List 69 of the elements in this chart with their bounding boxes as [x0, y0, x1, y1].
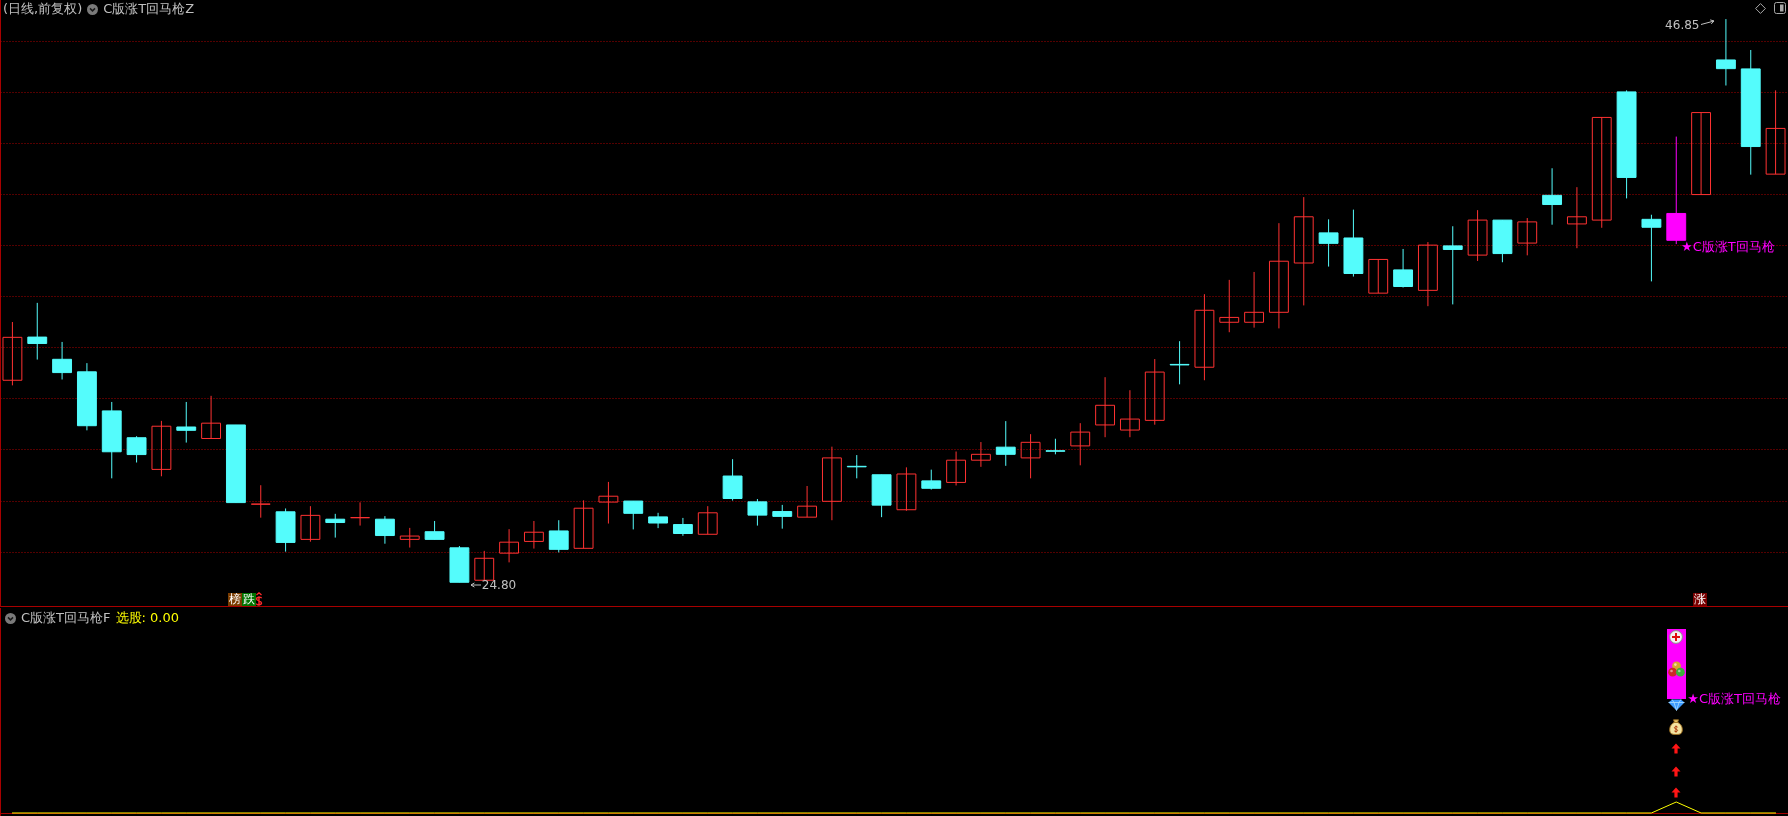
candlestick [548, 519, 569, 553]
text: 涨 [1693, 592, 1707, 606]
candlestick [797, 485, 818, 518]
candlestick [821, 446, 842, 521]
candlestick [747, 498, 768, 527]
candlestick [623, 500, 644, 530]
candlestick [1417, 241, 1438, 307]
candlestick [1169, 340, 1190, 385]
annotation: 46.85 [1665, 18, 1700, 33]
candlestick [1715, 18, 1736, 86]
candlestick [1566, 186, 1587, 249]
chart-subtitle: 选股: 0.00 [115, 610, 179, 626]
candlestick [573, 499, 594, 549]
candlestick [523, 520, 544, 550]
annotation: ★C版涨T回马枪 [1681, 238, 1775, 254]
candlestick [350, 501, 371, 527]
candlestick [474, 550, 495, 582]
candlestick [648, 512, 669, 529]
annotation: 24.80 [481, 578, 517, 593]
candlestick [374, 515, 395, 545]
candlestick [946, 451, 967, 486]
text: 榜 [228, 592, 242, 606]
candlestick [921, 469, 942, 491]
candlestick [1318, 218, 1339, 268]
candlestick [424, 520, 445, 540]
candlestick [1020, 433, 1041, 479]
candlestick [1293, 196, 1314, 306]
candlestick [176, 401, 197, 444]
text: 跌 [242, 592, 256, 606]
candlestick [399, 527, 420, 549]
candlestick [300, 505, 321, 543]
candlestick [52, 341, 73, 380]
candlestick [2, 321, 23, 386]
candlestick [1119, 389, 1140, 438]
candlestick [1691, 112, 1712, 196]
candlestick [1368, 258, 1389, 294]
text: ★C版涨T回马枪 [1687, 690, 1781, 706]
candlestick [1219, 279, 1240, 333]
candlestick [1070, 422, 1091, 466]
chart-title: C版涨T回马枪F [21, 610, 111, 626]
candlestick [27, 302, 48, 361]
candlestick [1095, 376, 1116, 438]
candlestick [598, 481, 619, 525]
candlestick [1467, 209, 1488, 262]
candlestick [499, 528, 520, 563]
candlestick [1542, 167, 1563, 226]
candlestick [1591, 116, 1612, 229]
chart-title: (日线,前复权) [3, 1, 83, 17]
candlestick [1442, 225, 1463, 305]
candlestick [772, 504, 793, 530]
candlestick [970, 441, 991, 468]
candlestick [250, 484, 271, 519]
candlestick [722, 458, 743, 502]
candlestick [1244, 271, 1265, 329]
candlestick [1393, 248, 1414, 289]
candlestick [1268, 222, 1289, 329]
candlestick [1194, 293, 1215, 381]
candlestick [1641, 214, 1662, 282]
chart-subtitle: C版涨T回马枪Z [103, 1, 195, 17]
candlestick [1765, 89, 1786, 175]
candlestick [697, 505, 718, 535]
candlestick [151, 420, 172, 477]
candlestick [1144, 358, 1165, 426]
candlestick [201, 395, 222, 439]
candlestick [126, 435, 147, 463]
candlestick [1517, 217, 1538, 256]
candlestick [325, 513, 346, 539]
candlestick [896, 466, 917, 512]
candlestick [995, 420, 1016, 467]
